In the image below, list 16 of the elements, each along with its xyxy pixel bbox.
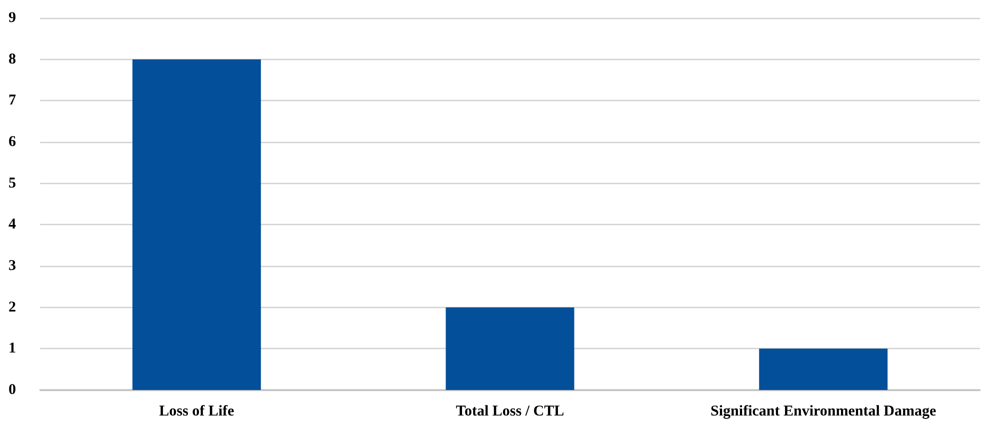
x-tick-label: Significant Environmental Damage — [710, 404, 936, 420]
bar — [759, 348, 888, 390]
x-tick-label: Loss of Life — [159, 404, 235, 420]
y-tick-label: 8 — [8, 51, 16, 68]
y-tick-label: 2 — [8, 299, 16, 316]
y-tick-label: 6 — [8, 134, 16, 150]
bar — [132, 59, 261, 390]
y-tick-label: 4 — [8, 216, 16, 233]
x-tick-label: Total Loss / CTL — [456, 404, 564, 420]
y-tick-label: 3 — [8, 258, 16, 274]
y-tick-label: 1 — [8, 340, 16, 357]
y-tick-label: 5 — [8, 175, 16, 192]
y-tick-label: 9 — [8, 10, 16, 26]
y-tick-label: 0 — [8, 382, 16, 398]
bar — [446, 307, 574, 390]
y-tick-label: 7 — [8, 92, 16, 109]
